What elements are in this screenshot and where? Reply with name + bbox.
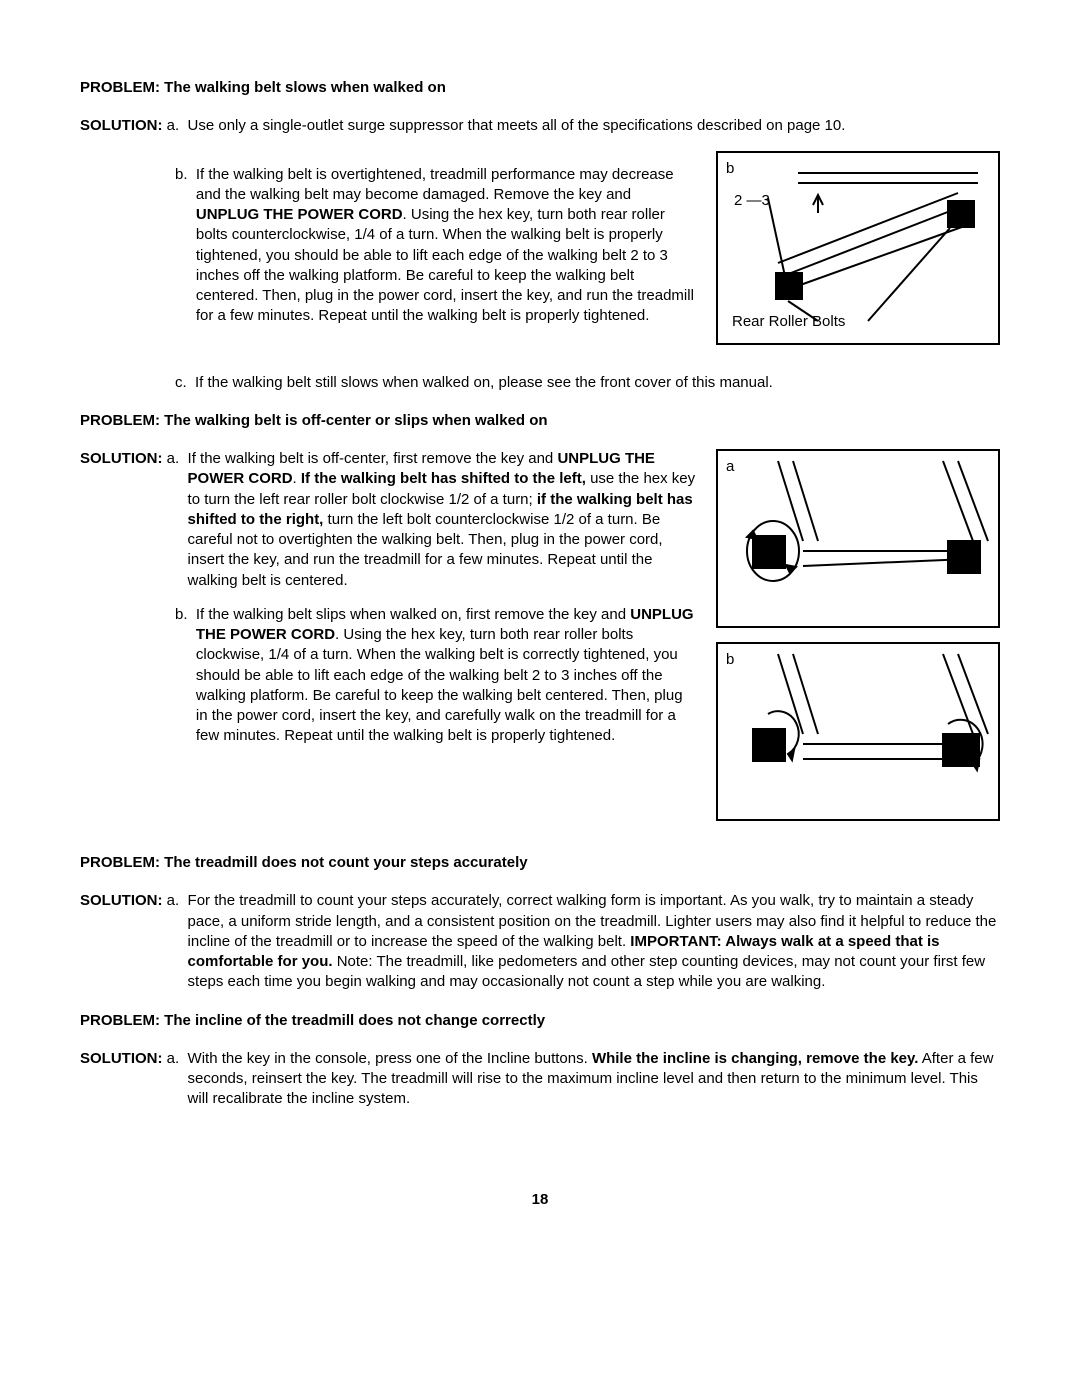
text: With the key in the console, press one o… <box>188 1050 592 1067</box>
roller-adjust-a-icon <box>718 451 998 626</box>
problem-1-solution-c: c. If the walking belt still slows when … <box>175 373 1000 393</box>
item-letter: b. <box>175 165 196 327</box>
figure-rear-roller-bolts: b 2 —3 Rear Roller Bolts <box>716 151 1000 345</box>
bold-text: UNPLUG THE POWER CORD <box>196 206 403 223</box>
figure-belt-offcenter-a: a <box>716 449 1000 628</box>
figure-belt-slip-b: b <box>716 642 1000 821</box>
problem-3-solution-a: SOLUTION: a. For the treadmill to count … <box>80 891 1000 992</box>
item-letter: b. <box>175 605 196 747</box>
text: If the walking belt slips when walked on… <box>196 606 630 623</box>
problem-3-heading: PROBLEM: The treadmill does not count yo… <box>80 853 1000 873</box>
item-letter: a. <box>167 891 188 911</box>
problem-1-heading: PROBLEM: The walking belt slows when wal… <box>80 78 1000 98</box>
solution-label: SOLUTION: <box>80 449 167 469</box>
roller-adjust-b-icon <box>718 644 998 819</box>
item-letter: a. <box>167 1049 188 1069</box>
text: . Using the hex key, turn both rear roll… <box>196 626 683 744</box>
item-letter: a. <box>167 449 188 469</box>
figure-caption: Rear Roller Bolts <box>732 312 845 332</box>
text: . <box>293 470 301 487</box>
page-number: 18 <box>80 1190 1000 1210</box>
text: If the walking belt is overtightened, tr… <box>196 166 674 203</box>
item-text: If the walking belt is overtightened, tr… <box>196 165 696 327</box>
solution-label: SOLUTION: <box>80 116 167 136</box>
item-text: If the walking belt slips when walked on… <box>196 605 696 747</box>
item-letter: a. <box>167 116 188 136</box>
bold-text: While the incline is changing, remove th… <box>592 1050 918 1067</box>
problem-2-solution-a: SOLUTION: a. If the walking belt is off-… <box>80 449 696 591</box>
problem-4-heading: PROBLEM: The incline of the treadmill do… <box>80 1011 1000 1031</box>
item-text: If the walking belt is off-center, first… <box>188 449 696 591</box>
item-text: If the walking belt still slows when wal… <box>195 373 1000 393</box>
problem-2-solution-b: b. If the walking belt slips when walked… <box>175 605 696 747</box>
problem-1-solution-b: b. If the walking belt is overtightened,… <box>175 165 696 327</box>
item-text: With the key in the console, press one o… <box>188 1049 1000 1110</box>
item-text: Use only a single-outlet surge suppresso… <box>188 116 1000 136</box>
solution-label: SOLUTION: <box>80 891 167 911</box>
text: . Using the hex key, turn both rear roll… <box>196 206 694 324</box>
problem-4-solution-a: SOLUTION: a. With the key in the console… <box>80 1049 1000 1110</box>
problem-1-solution-a: SOLUTION: a. Use only a single-outlet su… <box>80 116 1000 136</box>
solution-label: SOLUTION: <box>80 1049 167 1069</box>
item-text: For the treadmill to count your steps ac… <box>188 891 1000 992</box>
item-letter: c. <box>175 373 195 393</box>
problem-2-heading: PROBLEM: The walking belt is off-center … <box>80 411 1000 431</box>
bold-text: If the walking belt has shifted to the l… <box>301 470 586 487</box>
text: If the walking belt is off-center, first… <box>188 450 558 467</box>
